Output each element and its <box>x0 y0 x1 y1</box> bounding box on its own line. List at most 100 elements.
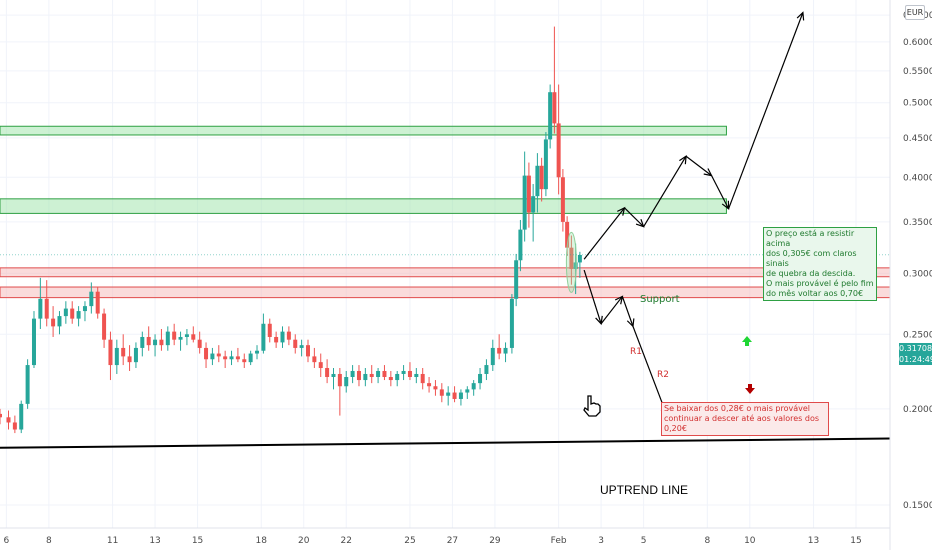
candle-body <box>331 373 336 377</box>
red-down-arrow-icon <box>745 384 755 394</box>
candle-body <box>522 175 527 230</box>
candle-body <box>560 177 565 222</box>
x-tick-label: 20 <box>298 536 310 546</box>
resistance-zone-r2 <box>0 286 891 299</box>
uptrend-line-label: UPTREND LINE <box>600 483 688 497</box>
bearish-note: Se baixar dos 0,28€ o mais provável cont… <box>661 402 829 436</box>
candle-body <box>446 392 451 396</box>
candle-body <box>51 318 56 327</box>
candle-body <box>38 298 43 319</box>
candle-body <box>569 247 574 269</box>
last-price-tag: 0.31708 <box>899 343 932 354</box>
x-tick-label: 6 <box>4 536 10 546</box>
projection-arrowhead <box>703 168 713 177</box>
support-zone-upper <box>0 125 727 136</box>
candle-body <box>223 356 228 360</box>
price-zones <box>0 125 891 299</box>
candle-body <box>114 347 119 366</box>
grid-lines <box>0 0 890 528</box>
candle-body <box>471 383 476 390</box>
candle-body <box>6 417 11 423</box>
candle-body <box>184 334 189 337</box>
candle-body <box>210 353 215 360</box>
candle-body <box>490 347 495 366</box>
candle-body <box>299 345 304 348</box>
projection-segment <box>685 155 712 177</box>
candle-body <box>153 339 158 346</box>
candle-body <box>531 196 536 213</box>
candle-body <box>465 389 470 393</box>
currency-badge[interactable]: EUR <box>905 5 925 20</box>
x-tick-label: 3 <box>598 536 604 546</box>
x-tick-label: 13 <box>149 536 160 546</box>
candle-body <box>552 92 557 124</box>
candle-body <box>146 336 151 346</box>
candle-body <box>363 373 368 381</box>
candle-body <box>255 350 260 354</box>
candle-body <box>197 339 202 348</box>
candle-body <box>497 347 502 354</box>
candle-body <box>325 368 330 377</box>
support-zone-lower <box>0 198 727 214</box>
projection-drawings <box>0 11 891 449</box>
candle-body <box>286 331 291 340</box>
projection-segment <box>624 207 645 228</box>
y-tick-label: 0.60000 <box>903 38 932 48</box>
candle-body <box>12 422 17 430</box>
candle-body <box>337 373 342 387</box>
candle-body <box>242 359 247 363</box>
x-tick-label: 27 <box>447 536 458 546</box>
candle-body <box>293 339 298 348</box>
candle-body <box>31 318 36 366</box>
r1-label: R1 <box>630 347 642 357</box>
candle-body <box>172 331 177 340</box>
projection-segment <box>583 207 625 260</box>
green-up-arrow-icon <box>742 336 752 346</box>
candle-body <box>427 383 432 387</box>
resistance-zone-r1 <box>0 267 891 278</box>
candle-body <box>280 331 285 343</box>
projection-segment <box>600 296 623 325</box>
candle-body <box>235 356 240 360</box>
candle-body <box>191 334 196 340</box>
candle-body <box>420 373 425 384</box>
time-axis[interactable]: 6 8 11 13 15 18 20 22 25 27 29 Feb 3 5 8 10 13 15 <box>0 527 890 546</box>
candle-body <box>565 221 570 248</box>
candle-body <box>433 386 438 390</box>
candle-body <box>414 373 419 377</box>
projection-arrowhead <box>635 218 645 228</box>
candle-body <box>543 139 548 190</box>
candle-body <box>44 298 49 319</box>
x-tick-label: 13 <box>808 536 819 546</box>
projection-segment <box>621 296 634 327</box>
projection-segment <box>632 326 668 416</box>
support-label: Support <box>640 294 680 305</box>
candle-body <box>395 373 400 381</box>
candle-body <box>159 339 164 346</box>
candle-body <box>518 229 523 261</box>
countdown-tag: 01:24:49 <box>899 354 932 365</box>
candle-body <box>577 254 582 263</box>
candle-body <box>121 347 126 357</box>
candle-body <box>312 356 317 363</box>
highlight-ellipse <box>565 231 577 293</box>
x-tick-label: 11 <box>107 536 118 546</box>
candlestick-series <box>0 26 582 434</box>
candle-body <box>526 175 531 213</box>
projection-segment <box>711 175 730 210</box>
candle-body <box>376 370 381 377</box>
candle-body <box>573 262 578 269</box>
projection-arrowhead <box>617 206 626 216</box>
candle-body <box>57 316 62 327</box>
candle-body <box>95 291 100 314</box>
projection-segment <box>583 269 602 324</box>
x-tick-label: 5 <box>641 536 647 546</box>
candle-body <box>63 308 68 317</box>
